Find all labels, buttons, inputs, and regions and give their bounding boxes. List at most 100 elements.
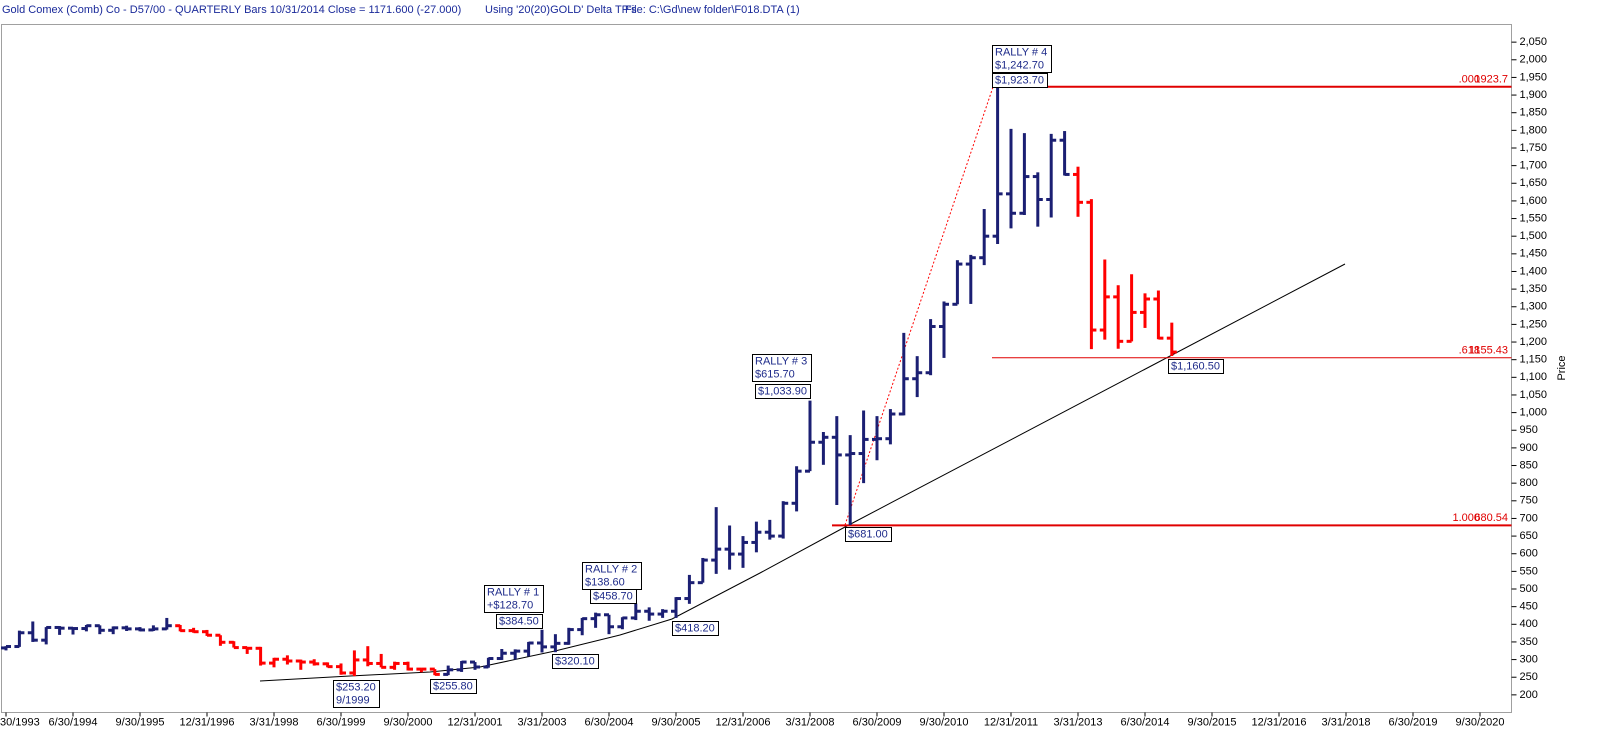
fib-value: 1923.7 xyxy=(1474,74,1508,86)
y-tick-label: 1,350 xyxy=(1520,283,1548,295)
y-tick-label: 350 xyxy=(1520,636,1538,648)
y-tick-label: 750 xyxy=(1520,495,1538,507)
annotation-box xyxy=(552,654,599,669)
fib-ratio: .618 xyxy=(1459,345,1480,357)
x-tick-label: 9/30/2005 xyxy=(652,716,701,728)
annotation-text: $255.80 xyxy=(433,680,473,692)
x-tick-label: 6/30/1999 xyxy=(317,716,366,728)
annotation-box xyxy=(992,73,1048,88)
y-tick-label: 300 xyxy=(1520,653,1538,665)
y-tick-label: 900 xyxy=(1520,442,1538,454)
x-tick-label: 3/31/2003 xyxy=(518,716,567,728)
y-tick-label: 1,500 xyxy=(1520,230,1548,242)
x-tick-label: 12/31/1996 xyxy=(179,716,234,728)
x-tick-label: 9/30/2000 xyxy=(384,716,433,728)
annotation-box xyxy=(582,562,642,590)
chart-subtitle: Using '20(20)GOLD' Delta TP's xyxy=(485,4,637,16)
x-tick-label: 6/30/2019 xyxy=(1389,716,1438,728)
y-tick-label: 1,000 xyxy=(1520,407,1548,419)
x-tick-label: 3/31/2013 xyxy=(1054,716,1103,728)
y-tick-label: 650 xyxy=(1520,530,1538,542)
x-tick-label: 9/30/1995 xyxy=(116,716,165,728)
y-tick-label: 850 xyxy=(1520,459,1538,471)
y-tick-label: 600 xyxy=(1520,548,1538,560)
x-tick-label: 6/30/2009 xyxy=(853,716,902,728)
annotation-box xyxy=(430,679,477,694)
x-tick-label: 12/31/2006 xyxy=(715,716,770,728)
annotation-text: RALLY # 4 xyxy=(995,46,1047,58)
annotation-box xyxy=(333,680,380,708)
annotation-text: $1,242.70 xyxy=(995,59,1044,71)
y-tick-label: 1,400 xyxy=(1520,265,1548,277)
annotation-text: RALLY # 3 xyxy=(755,355,807,367)
annotation-text: 9/1999 xyxy=(336,694,370,706)
fib-value: 680.54 xyxy=(1474,512,1508,524)
x-tick-label: 9/30/2020 xyxy=(1456,716,1505,728)
annotation-box xyxy=(992,45,1052,73)
y-tick-label: 800 xyxy=(1520,477,1538,489)
x-tick-label: 12/31/2011 xyxy=(984,716,1038,728)
y-tick-label: 1,200 xyxy=(1520,336,1548,348)
annotation-box xyxy=(496,614,543,629)
y-tick-label: 400 xyxy=(1520,618,1538,630)
y-tick-label: 200 xyxy=(1520,689,1538,701)
y-tick-label: 1,450 xyxy=(1520,248,1548,260)
rally-line xyxy=(844,86,994,526)
y-tick-label: 550 xyxy=(1520,565,1538,577)
annotation-box xyxy=(752,354,812,382)
y-tick-label: 1,150 xyxy=(1520,354,1548,366)
annotation-text: RALLY # 2 xyxy=(585,563,637,575)
annotation-text: $1,923.70 xyxy=(995,74,1044,86)
y-tick-label: 450 xyxy=(1520,601,1538,613)
annotation-box xyxy=(484,585,544,613)
y-tick-label: 1,300 xyxy=(1520,301,1548,313)
y-tick-label: 1,950 xyxy=(1520,71,1548,83)
x-tick-label: 9/30/2015 xyxy=(1188,716,1237,728)
y-tick-label: 2,050 xyxy=(1520,36,1548,48)
x-tick-label: 6/30/2004 xyxy=(585,716,634,728)
annotation-text: $253.20 xyxy=(336,681,376,693)
annotation-text: $1,160.50 xyxy=(1171,360,1220,372)
y-tick-label: 1,100 xyxy=(1520,371,1548,383)
x-tick-label: 3/31/2008 xyxy=(786,716,835,728)
y-tick-label: 1,700 xyxy=(1520,160,1548,172)
y-tick-label: 700 xyxy=(1520,512,1538,524)
trend-line xyxy=(259,263,1346,682)
x-tick-label: 6/30/2014 xyxy=(1121,716,1170,728)
annotation-box xyxy=(845,527,892,542)
annotation-box xyxy=(755,384,811,399)
y-axis-label: Price xyxy=(1556,355,1568,380)
fib-ratio: .000 xyxy=(1459,74,1480,86)
x-tick-label: 9/30/2010 xyxy=(920,716,969,728)
x-tick-label: 3/31/1998 xyxy=(250,716,299,728)
annotation-box xyxy=(590,589,637,604)
y-tick-label: 1,050 xyxy=(1520,389,1548,401)
x-tick-label: 12/31/2016 xyxy=(1251,716,1306,728)
annotation-text: +$128.70 xyxy=(487,599,533,611)
y-tick-label: 1,550 xyxy=(1520,212,1548,224)
annotation-text: $1,033.90 xyxy=(758,385,807,397)
y-tick-label: 1,800 xyxy=(1520,124,1548,136)
annotation-box xyxy=(1168,359,1224,374)
y-tick-label: 250 xyxy=(1520,671,1538,683)
annotation-text: $418.20 xyxy=(675,622,715,634)
y-tick-label: 2,000 xyxy=(1520,54,1548,66)
y-tick-label: 1,750 xyxy=(1520,142,1548,154)
annotation-box xyxy=(672,621,719,636)
fib-value: 1155.43 xyxy=(1469,345,1508,357)
annotation-text: $458.70 xyxy=(593,590,633,602)
fib-ratio: 1.000 xyxy=(1452,512,1480,524)
x-tick-label: 6/30/1994 xyxy=(49,716,98,728)
y-tick-label: 1,650 xyxy=(1520,177,1548,189)
y-tick-label: 1,900 xyxy=(1520,89,1548,101)
y-tick-label: 1,250 xyxy=(1520,318,1548,330)
y-tick-label: 950 xyxy=(1520,424,1538,436)
annotation-text: $320.10 xyxy=(555,655,595,667)
annotation-text: RALLY # 1 xyxy=(487,586,539,598)
annotation-text: $384.50 xyxy=(499,615,539,627)
annotation-text: $681.00 xyxy=(848,528,888,540)
y-tick-label: 1,850 xyxy=(1520,107,1548,119)
